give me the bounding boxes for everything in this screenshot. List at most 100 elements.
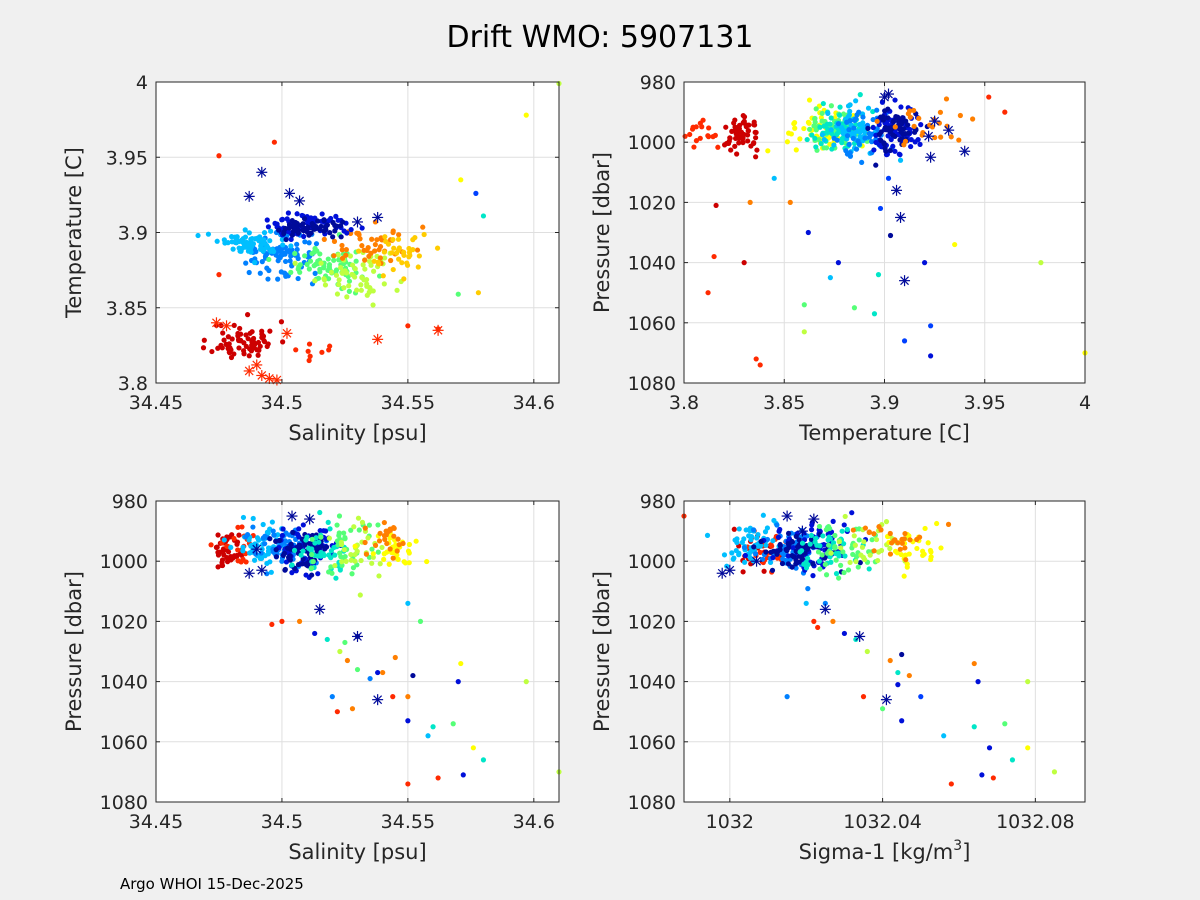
data-point	[941, 733, 947, 739]
data-point	[754, 147, 760, 153]
data-point	[839, 528, 845, 534]
y-tick-label: 980	[640, 491, 676, 513]
data-point	[357, 236, 363, 242]
data-point	[979, 772, 985, 778]
data-point	[842, 553, 848, 559]
y-tick-label: 1060	[628, 313, 676, 335]
data-point	[836, 539, 842, 545]
data-point	[777, 543, 783, 549]
y-tick-label: 3.95	[106, 147, 148, 169]
data-point	[690, 124, 696, 130]
data-point	[390, 228, 396, 234]
star-marker	[281, 327, 293, 339]
data-point	[358, 287, 364, 293]
data-point	[339, 242, 345, 249]
data-point	[724, 563, 730, 569]
data-point	[406, 541, 413, 548]
data-point	[835, 260, 841, 266]
data-point	[757, 549, 763, 555]
data-point	[828, 559, 834, 565]
data-point	[740, 120, 746, 126]
data-point	[728, 147, 734, 153]
x-tick-label: 34.6	[513, 392, 555, 414]
data-point	[306, 341, 313, 347]
data-point	[275, 254, 282, 260]
data-point	[405, 548, 412, 554]
data-point	[344, 230, 350, 236]
data-point	[309, 551, 315, 558]
data-point	[374, 237, 380, 243]
y-axis-label: Pressure [dbar]	[590, 571, 614, 732]
data-point	[733, 131, 739, 137]
data-point	[817, 124, 823, 130]
data-point	[763, 549, 769, 555]
data-point	[789, 564, 795, 570]
data-point	[850, 527, 856, 533]
data-point	[928, 323, 934, 329]
data-point	[839, 140, 845, 146]
data-point	[790, 545, 796, 551]
data-point	[846, 127, 852, 133]
data-point	[899, 536, 905, 542]
data-point	[367, 258, 373, 264]
data-point	[952, 241, 958, 248]
data-point	[344, 294, 350, 300]
data-point	[470, 745, 476, 751]
data-point	[885, 175, 892, 181]
data-point	[761, 568, 767, 574]
data-point	[887, 129, 893, 135]
data-point	[822, 600, 828, 606]
data-point	[234, 541, 240, 547]
data-point	[251, 557, 258, 563]
star-marker	[243, 567, 255, 579]
data-point	[382, 255, 388, 261]
data-point	[731, 555, 737, 561]
data-point	[405, 600, 411, 606]
data-point	[279, 532, 285, 539]
data-point	[871, 548, 877, 554]
data-point	[267, 238, 273, 244]
data-point	[390, 236, 396, 243]
data-point	[828, 550, 834, 556]
data-point	[279, 558, 285, 564]
data-point	[434, 245, 441, 251]
data-point	[829, 146, 835, 152]
data-point	[420, 224, 426, 230]
data-point	[205, 231, 212, 237]
data-point	[691, 144, 697, 150]
data-point	[784, 139, 791, 145]
x-axis-label: Salinity [psu]	[288, 840, 426, 864]
data-point	[785, 541, 791, 547]
data-point	[370, 554, 376, 560]
data-point	[833, 571, 840, 577]
data-point	[355, 515, 362, 521]
x-tick-label: 1032.08	[996, 811, 1075, 833]
data-point	[425, 733, 431, 739]
data-point	[370, 302, 376, 308]
data-point	[804, 546, 811, 552]
data-point	[269, 621, 275, 628]
data-point	[885, 115, 891, 121]
data-point	[336, 281, 342, 288]
data-point	[748, 555, 754, 561]
data-point	[290, 529, 296, 535]
data-point	[348, 551, 354, 558]
data-point	[406, 245, 412, 252]
data-point	[887, 551, 894, 557]
data-point	[236, 532, 242, 538]
data-point	[732, 135, 739, 142]
x-tick-label: 3.9	[869, 392, 899, 414]
data-point	[369, 236, 375, 242]
data-point	[865, 105, 872, 111]
data-point	[741, 545, 748, 551]
subplot-ts: 34.45 34.5 34.55 34.6 3.8 3.85 3.9 3.95 4 Salinit…	[62, 72, 562, 445]
data-point	[823, 572, 830, 578]
data-point	[480, 757, 487, 763]
data-point	[415, 264, 421, 270]
data-point	[897, 546, 903, 552]
data-point	[235, 336, 242, 343]
data-point	[221, 552, 227, 558]
data-point	[291, 227, 297, 233]
data-point	[450, 721, 456, 727]
y-tick-label: 1020	[628, 192, 676, 214]
